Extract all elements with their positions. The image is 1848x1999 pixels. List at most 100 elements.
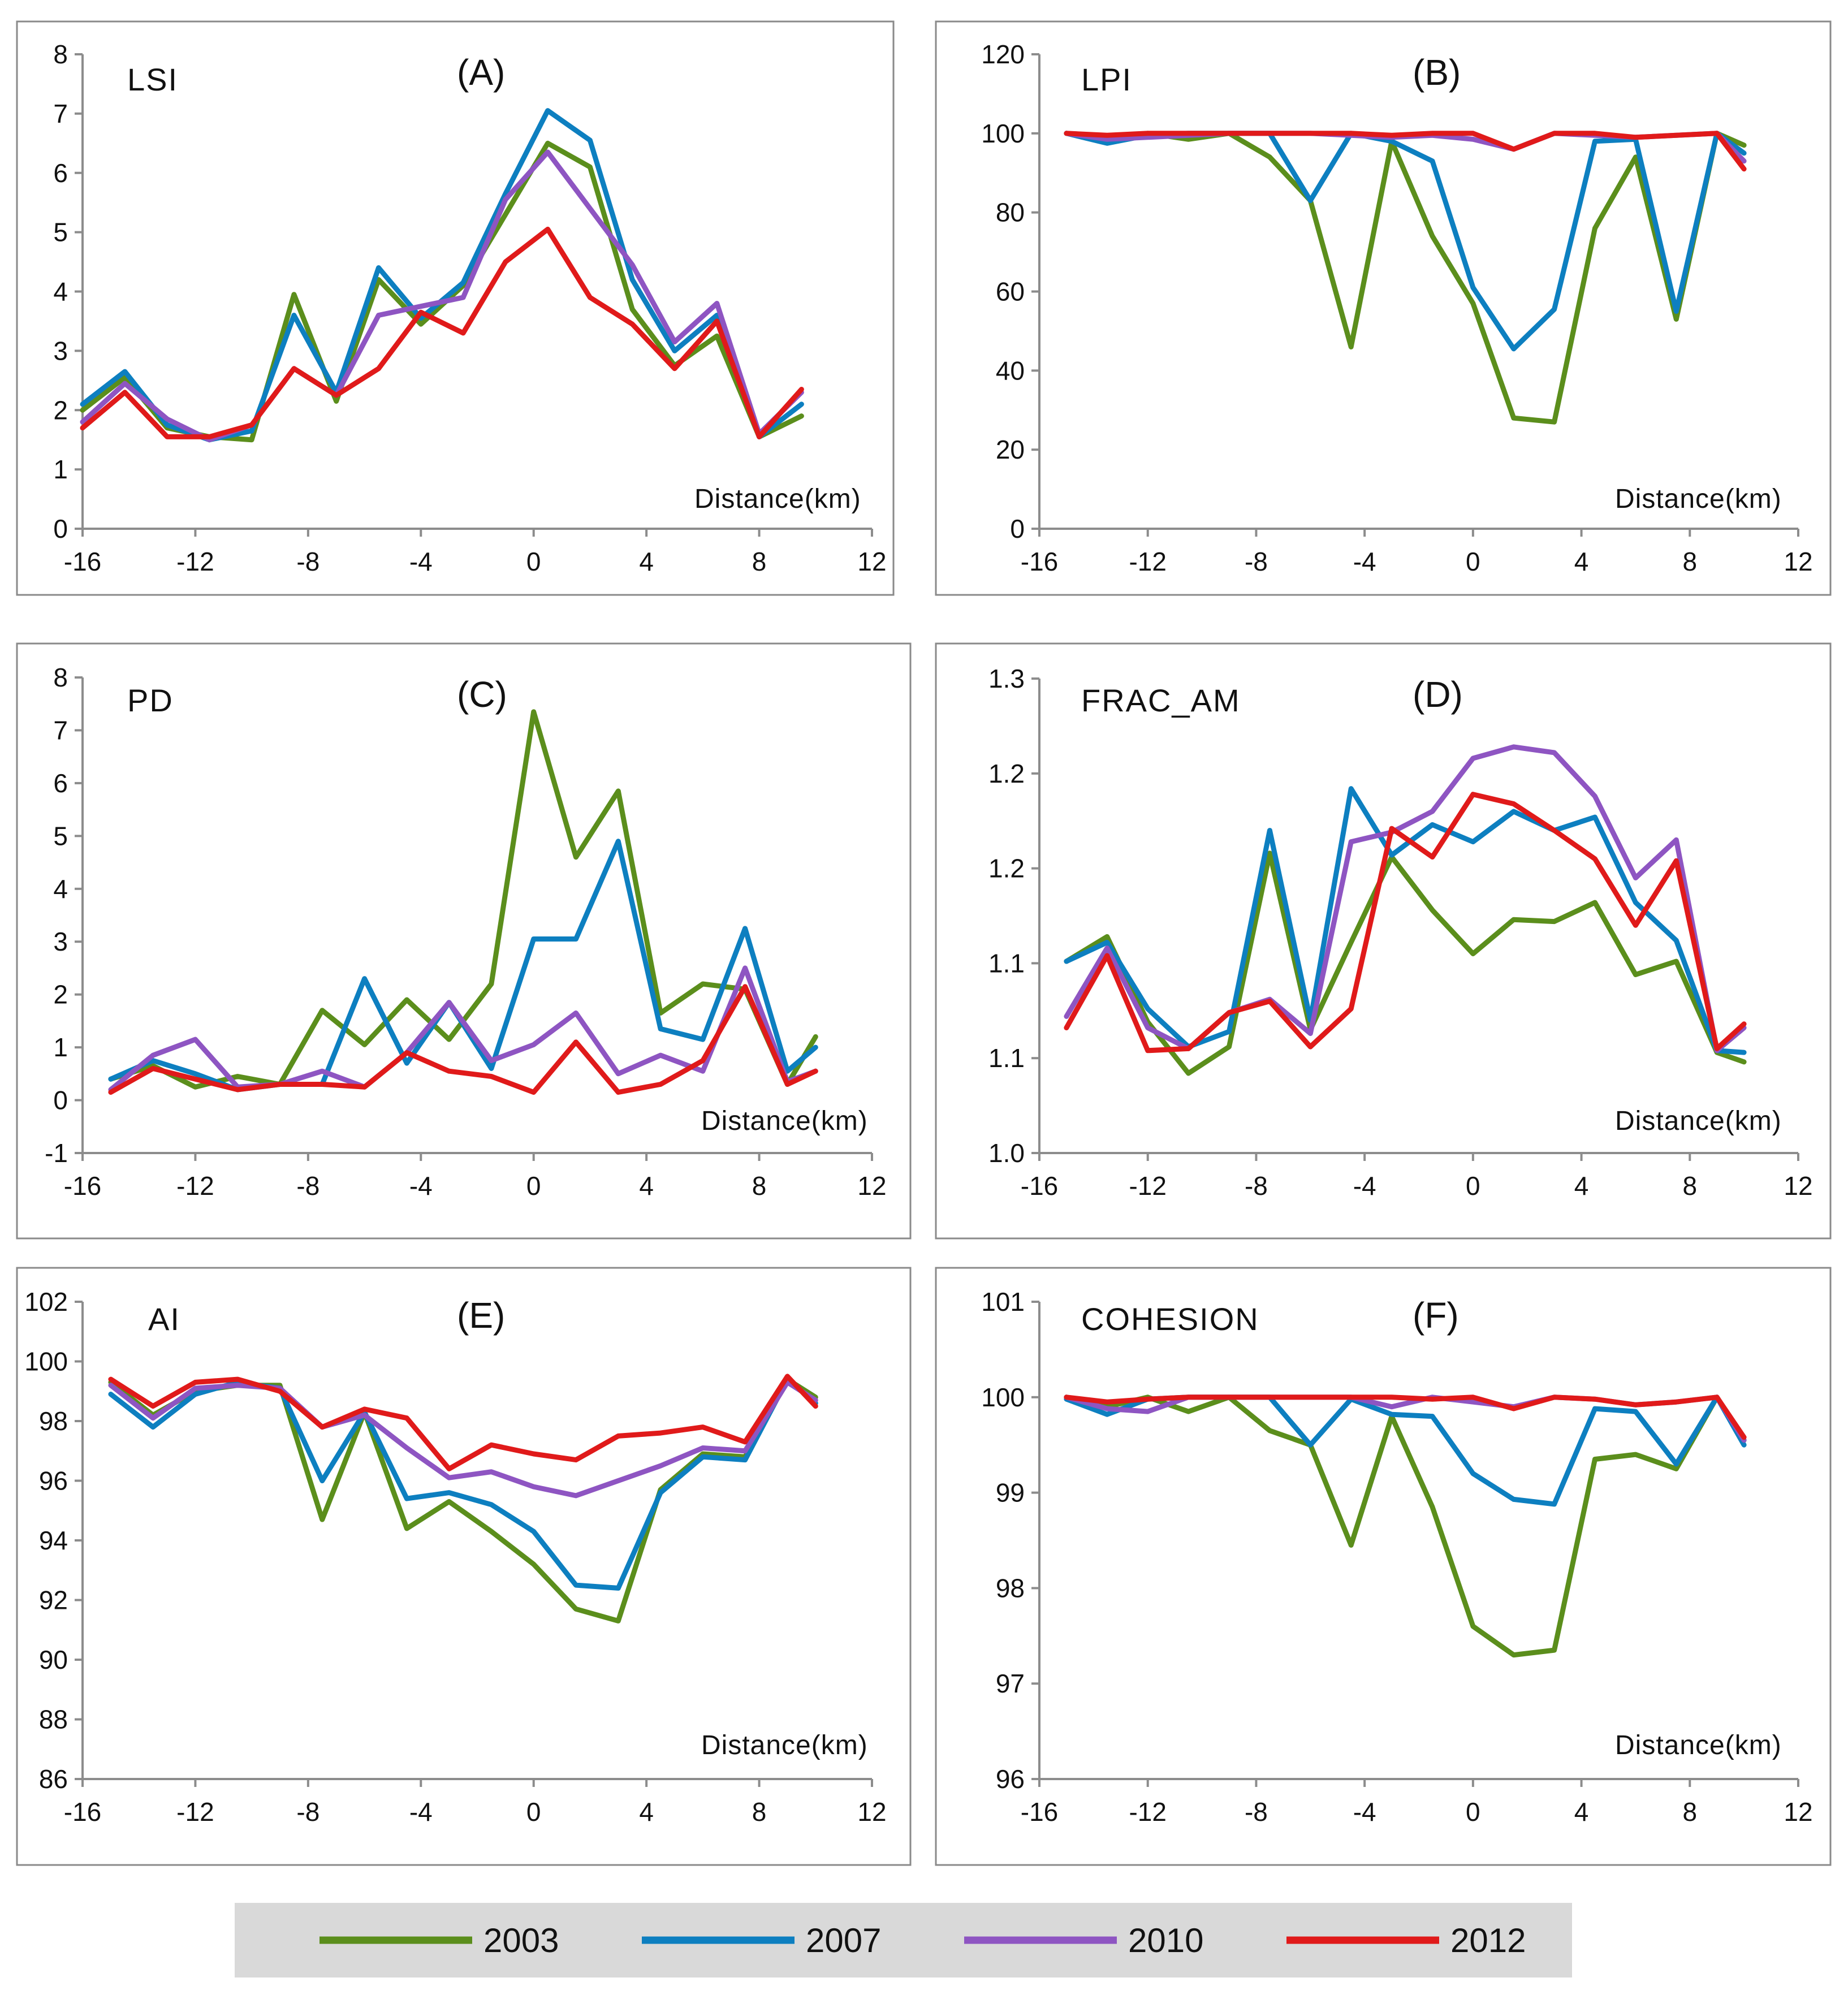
x-tick-label: 4 [1574, 547, 1589, 576]
metric-title: LSI [127, 62, 178, 97]
y-tick-label: 1.2 [988, 759, 1025, 788]
x-tick-label: -8 [1245, 547, 1268, 576]
y-tick-label: 96 [996, 1764, 1025, 1794]
x-axis-label: Distance(km) [701, 1730, 868, 1760]
series-group [108, 709, 818, 1095]
series-group [1064, 1394, 1747, 1658]
y-tick-label: 2 [53, 395, 68, 425]
metric-title: AI [148, 1301, 180, 1337]
x-tick-label: -16 [1021, 1171, 1058, 1201]
x-tick-label: 4 [639, 1171, 654, 1201]
y-tick-label: 98 [39, 1406, 68, 1436]
panel-letter: (A) [457, 52, 505, 93]
y-tick-label: 86 [39, 1764, 68, 1794]
x-tick-label: 0 [1466, 1797, 1480, 1827]
x-tick-label: 12 [1784, 1171, 1812, 1201]
x-tick-label: -4 [1353, 1797, 1376, 1827]
y-tick-label: 1.3 [988, 664, 1025, 693]
y-tick-label: 88 [39, 1705, 68, 1734]
y-tick-label: 99 [996, 1478, 1025, 1508]
x-tick-label: 0 [1466, 547, 1480, 576]
x-axis-label: Distance(km) [1615, 484, 1782, 514]
y-tick-label: 98 [996, 1573, 1025, 1603]
y-tick-label: 3 [53, 336, 68, 365]
x-tick-label: -4 [409, 1171, 433, 1201]
series-line-2010 [1064, 744, 1747, 1054]
y-tick-label: 5 [53, 218, 68, 247]
y-tick-label: 6 [53, 158, 68, 188]
x-tick-label: -8 [1245, 1171, 1268, 1201]
panel-frame [16, 1267, 912, 1866]
y-tick-label: 3 [53, 927, 68, 956]
series-line-2003 [1064, 1394, 1747, 1658]
y-tick-label: 40 [996, 356, 1025, 385]
series-line-2012 [108, 984, 818, 1095]
x-tick-label: -12 [176, 1171, 214, 1201]
x-tick-label: 0 [1466, 1171, 1480, 1201]
series-line-2012 [1064, 1394, 1747, 1440]
series-line-2003 [1064, 131, 1747, 425]
panel-e: 86 88 90 92 94 96 98 100 102 -16 -12 -8 -4 0 4 8 12 AI (E)… [16, 1267, 912, 1866]
x-tick-label: 4 [639, 547, 654, 576]
y-tick-label: 2 [53, 980, 68, 1009]
y-tick-label: 100 [981, 1383, 1025, 1412]
legend-label-2003: 2003 [483, 1922, 559, 1959]
y-tick-label: 60 [996, 277, 1025, 306]
y-tick-label: 0 [53, 1086, 68, 1115]
x-axis-label: Distance(km) [1615, 1106, 1782, 1136]
legend-label-2010: 2010 [1128, 1922, 1203, 1959]
y-tick-label: 4 [53, 874, 68, 904]
x-tick-label: 12 [857, 1171, 886, 1201]
y-tick-label: 92 [39, 1586, 68, 1615]
x-tick-label: -8 [296, 1171, 319, 1201]
legend-label-2007: 2007 [806, 1922, 881, 1959]
y-tick-label: 0 [1010, 514, 1025, 543]
metric-title: PD [127, 683, 174, 718]
legend-item-2003: 2003 [319, 1922, 559, 1959]
legend-label-2012: 2012 [1450, 1922, 1526, 1959]
x-tick-label: 12 [857, 547, 886, 576]
legend-item-2012: 2012 [1286, 1922, 1526, 1959]
metric-title: FRAC_AM [1081, 683, 1241, 718]
x-axis-label: Distance(km) [694, 484, 861, 514]
y-tick-label: 96 [39, 1466, 68, 1496]
panel-frame [935, 642, 1832, 1240]
series-group [108, 1374, 818, 1624]
x-axis-label: Distance(km) [1615, 1730, 1782, 1760]
y-tick-label: 6 [53, 768, 68, 798]
metric-title: COHESION [1081, 1301, 1259, 1337]
x-tick-label: -12 [1129, 547, 1166, 576]
panel-frame [16, 642, 912, 1240]
y-tick-label: -1 [45, 1138, 68, 1168]
x-tick-label: 4 [1574, 1797, 1589, 1827]
x-tick-label: 8 [1682, 1797, 1697, 1827]
y-tick-label: 20 [996, 435, 1025, 464]
x-tick-label: 8 [752, 1797, 767, 1827]
x-tick-label: 12 [1784, 547, 1812, 576]
panel-letter: (D) [1413, 674, 1463, 715]
series-line-2012 [108, 1374, 818, 1471]
x-tick-label: 12 [857, 1797, 886, 1827]
y-tick-label: 90 [39, 1645, 68, 1674]
x-tick-label: 4 [1574, 1171, 1589, 1201]
y-tick-label: 8 [53, 40, 68, 69]
y-tick-label: 100 [24, 1347, 68, 1376]
x-tick-label: -12 [1129, 1797, 1166, 1827]
series-group [1064, 131, 1747, 425]
series-group [80, 108, 804, 443]
series-line-2012 [80, 226, 804, 439]
x-tick-label: 0 [526, 1797, 541, 1827]
panel-frame [16, 20, 895, 596]
y-tick-label: 1.1 [988, 948, 1025, 978]
panel-d: 1.0 1.1 1.1 1.2 1.2 1.3 -16 -12 -8 -4 0 4 8 12 FRAC_AM… [935, 642, 1832, 1240]
y-tick-label: 1 [53, 1033, 68, 1062]
series-line-2003 [1064, 850, 1747, 1076]
y-tick-label: 1.0 [988, 1138, 1025, 1168]
y-tick-label: 1.1 [988, 1043, 1025, 1073]
y-tick-label: 94 [39, 1526, 68, 1555]
x-axis-label: Distance(km) [701, 1106, 868, 1136]
x-tick-label: 0 [526, 547, 541, 576]
